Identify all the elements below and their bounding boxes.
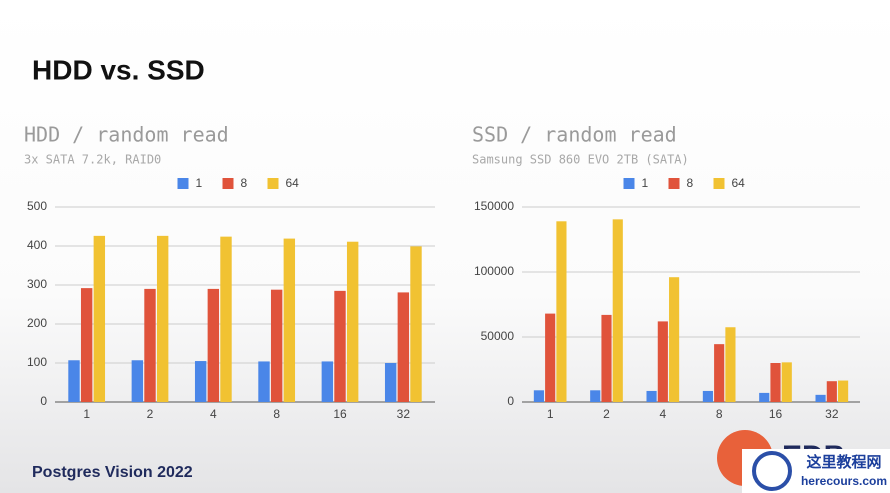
x-tick-label: 16 [333,407,347,421]
watermark: 这里教程网 [806,453,881,471]
y-tick-label: 500 [27,199,47,213]
bar [283,238,296,402]
y-tick-label: 0 [40,394,47,408]
bar [410,246,422,402]
chart-subtitle: 3x SATA 7.2k, RAID0 [24,153,161,167]
bar [156,235,169,402]
bar [258,361,270,402]
bar [815,394,826,402]
bar [131,360,144,402]
bar [533,390,544,402]
x-tick-label: 1 [83,407,90,421]
x-tick-label: 16 [769,407,783,421]
bar [270,289,283,402]
bar [725,327,736,402]
bar [397,292,410,402]
x-tick-label: 32 [397,407,411,421]
bar [80,288,93,402]
slide-title: HDD vs. SSD [32,54,205,85]
y-tick-label: 100 [27,355,47,369]
legend-label: 64 [286,176,300,190]
bar [207,288,220,402]
legend-swatch [222,178,234,189]
y-tick-label: 150000 [474,199,514,213]
bar [334,290,346,402]
y-tick-label: 200 [27,316,47,330]
legend-label: 1 [196,176,203,190]
bar [646,390,657,402]
chart-subtitle: Samsung SSD 860 EVO 2TB (SATA) [472,153,689,167]
legend-swatch [177,178,189,189]
bar [826,381,837,402]
bar [321,361,334,402]
bar [601,314,612,402]
y-tick-label: 100000 [474,264,514,278]
bar [194,361,207,402]
bar [556,221,567,402]
x-tick-label: 4 [210,407,217,421]
bar [590,390,601,402]
bar [838,380,849,402]
chart-title: SSD / random read [472,123,677,147]
watermark-icon [752,451,792,491]
watermark-url: herecours.com [801,474,887,488]
bar [93,235,106,402]
y-tick-label: 300 [27,277,47,291]
x-tick-label: 8 [716,407,723,421]
y-tick-label: 400 [27,238,47,252]
bar [220,236,232,402]
bar [669,277,680,402]
bar [545,313,556,402]
bar [144,288,156,402]
footer: Postgres Vision 2022 [32,464,193,481]
x-tick-label: 4 [659,407,666,421]
chart-title: HDD / random read [24,123,229,147]
legend-label: 64 [732,176,746,190]
bar [384,363,397,402]
legend-label: 1 [642,176,649,190]
x-tick-label: 8 [273,407,280,421]
legend-label: 8 [241,176,248,190]
legend-swatch [713,178,725,189]
bar [770,363,781,402]
x-tick-label: 32 [825,407,839,421]
bar [702,390,713,402]
bar [781,362,792,402]
legend-label: 8 [687,176,694,190]
legend-swatch [267,178,279,189]
bar [68,360,80,402]
x-tick-label: 2 [603,407,610,421]
bar [759,392,770,402]
y-tick-label: 50000 [481,329,515,343]
y-tick-label: 0 [507,394,514,408]
legend-swatch [668,178,680,189]
bar [346,241,359,402]
legend-swatch [623,178,635,189]
bar [612,219,623,402]
bar [714,344,725,402]
x-tick-label: 2 [147,407,154,421]
bar [657,321,668,402]
x-tick-label: 1 [547,407,554,421]
